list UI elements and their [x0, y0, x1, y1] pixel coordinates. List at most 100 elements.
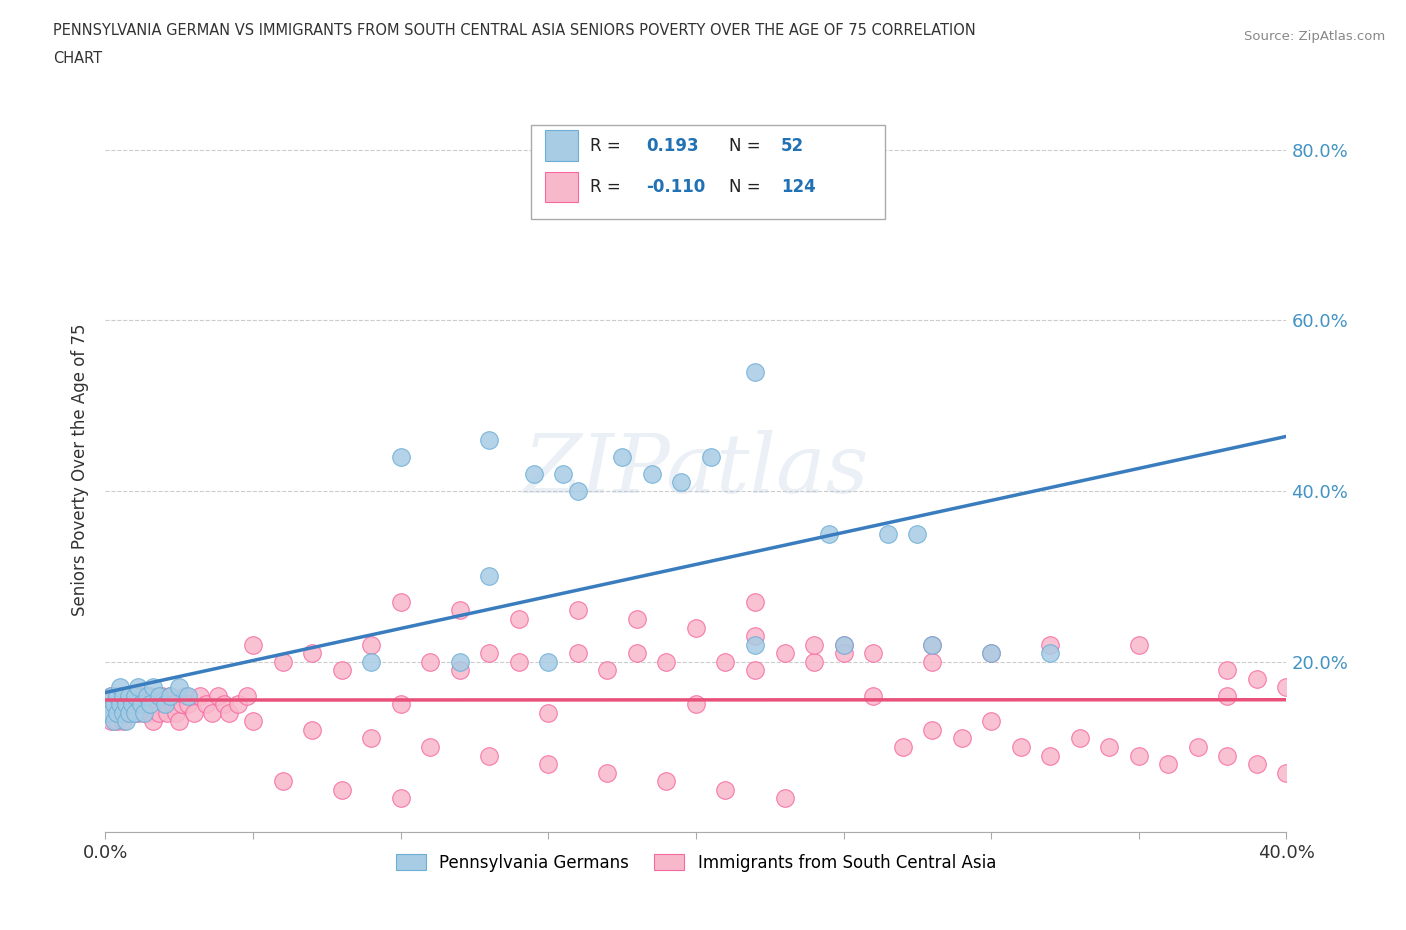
Text: N =: N =: [730, 137, 761, 154]
Point: [218, 706, 240, 721]
Point: [112, 688, 135, 703]
Point: [132, 706, 155, 721]
Point: [360, 654, 382, 669]
Point: [1010, 739, 1032, 754]
Point: [744, 637, 766, 652]
Point: [714, 654, 737, 669]
Point: [105, 714, 128, 729]
Point: [183, 706, 205, 721]
Point: [242, 637, 264, 652]
Point: [145, 697, 167, 711]
Point: [449, 654, 471, 669]
Point: [138, 697, 162, 711]
Point: [980, 645, 1002, 660]
Point: [478, 748, 501, 763]
Point: [129, 688, 152, 703]
Point: [159, 688, 181, 703]
Point: [150, 688, 173, 703]
Point: [110, 697, 132, 711]
Point: [103, 697, 125, 711]
Point: [115, 697, 138, 711]
Text: 0.193: 0.193: [647, 137, 699, 154]
Point: [127, 706, 149, 721]
Text: 124: 124: [780, 179, 815, 196]
Point: [100, 688, 122, 703]
Text: CHART: CHART: [53, 51, 103, 66]
Point: [537, 757, 560, 772]
Legend: Pennsylvania Germans, Immigrants from South Central Asia: Pennsylvania Germans, Immigrants from So…: [389, 847, 1002, 879]
Point: [124, 706, 146, 721]
Point: [389, 594, 412, 609]
Point: [228, 697, 250, 711]
Point: [135, 697, 157, 711]
Point: [921, 637, 943, 652]
Point: [201, 706, 224, 721]
Text: ZIPatlas: ZIPatlas: [523, 430, 869, 510]
Point: [271, 774, 294, 789]
Point: [980, 714, 1002, 729]
Point: [419, 654, 441, 669]
Point: [685, 620, 707, 635]
Point: [112, 714, 135, 729]
Point: [129, 697, 152, 711]
Point: [523, 467, 546, 482]
Point: [121, 688, 143, 703]
Point: [132, 706, 155, 721]
Point: [110, 688, 132, 703]
Point: [360, 731, 382, 746]
Point: [115, 706, 138, 721]
Point: [121, 697, 143, 711]
Text: -0.110: -0.110: [647, 179, 706, 196]
Point: [921, 654, 943, 669]
Point: [877, 526, 900, 541]
Point: [121, 697, 143, 711]
Point: [832, 637, 855, 652]
Text: R =: R =: [589, 179, 620, 196]
Point: [97, 697, 120, 711]
Point: [950, 731, 973, 746]
Point: [177, 688, 200, 703]
Point: [132, 697, 155, 711]
Point: [744, 629, 766, 644]
Point: [148, 706, 170, 721]
Point: [301, 645, 323, 660]
Point: [115, 714, 138, 729]
Point: [159, 688, 181, 703]
Point: [242, 714, 264, 729]
Point: [641, 467, 664, 482]
Point: [118, 706, 141, 721]
Point: [194, 697, 217, 711]
Point: [803, 654, 825, 669]
Point: [508, 654, 530, 669]
Point: [419, 739, 441, 754]
Point: [129, 697, 152, 711]
Point: [610, 449, 633, 464]
Point: [118, 688, 141, 703]
Point: [103, 697, 125, 711]
Point: [655, 774, 678, 789]
Point: [142, 714, 165, 729]
Point: [907, 526, 929, 541]
Point: [169, 680, 191, 695]
Point: [803, 637, 825, 652]
Point: [135, 688, 157, 703]
Point: [142, 680, 165, 695]
Point: [115, 697, 138, 711]
Point: [671, 475, 693, 490]
Point: [1187, 739, 1209, 754]
Point: [105, 697, 128, 711]
Point: [862, 688, 884, 703]
Y-axis label: Seniors Poverty Over the Age of 75: Seniors Poverty Over the Age of 75: [72, 324, 90, 616]
Point: [105, 706, 128, 721]
Point: [118, 706, 141, 721]
Point: [110, 680, 132, 695]
Point: [138, 706, 162, 721]
Point: [980, 645, 1002, 660]
Point: [1275, 765, 1298, 780]
Point: [103, 706, 125, 721]
Point: [685, 697, 707, 711]
Point: [100, 714, 122, 729]
Point: [127, 680, 149, 695]
Point: [124, 706, 146, 721]
Point: [172, 697, 194, 711]
